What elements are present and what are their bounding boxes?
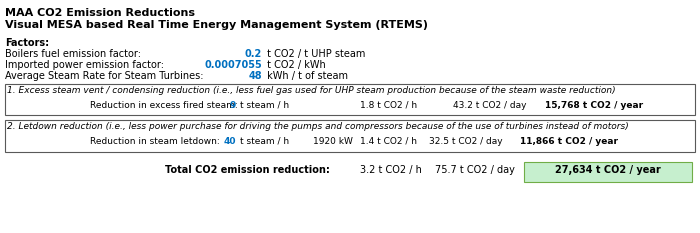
- Text: 0.2: 0.2: [245, 49, 262, 59]
- Text: 1.4 t CO2 / h: 1.4 t CO2 / h: [360, 137, 417, 146]
- Text: t steam / h: t steam / h: [240, 101, 289, 110]
- Text: 9: 9: [230, 101, 236, 110]
- Text: 27,634 t CO2 / year: 27,634 t CO2 / year: [555, 165, 661, 175]
- Text: 75.7 t CO2 / day: 75.7 t CO2 / day: [435, 165, 515, 175]
- Text: 48: 48: [248, 71, 262, 81]
- Text: 11,866 t CO2 / year: 11,866 t CO2 / year: [520, 137, 618, 146]
- Text: Factors:: Factors:: [5, 38, 49, 48]
- Text: Reduction in steam letdown:: Reduction in steam letdown:: [90, 137, 220, 146]
- Text: 1. Excess steam vent / condensing reduction (i.e., less fuel gas used for UHP st: 1. Excess steam vent / condensing reduct…: [7, 86, 615, 95]
- Text: MAA CO2 Emission Reductions: MAA CO2 Emission Reductions: [5, 8, 195, 18]
- Text: Imported power emission factor:: Imported power emission factor:: [5, 60, 164, 70]
- Text: 32.5 t CO2 / day: 32.5 t CO2 / day: [429, 137, 503, 146]
- Text: 15,768 t CO2 / year: 15,768 t CO2 / year: [545, 101, 643, 110]
- Text: t CO2 / kWh: t CO2 / kWh: [264, 60, 326, 70]
- Text: Reduction in excess fired steam:: Reduction in excess fired steam:: [90, 101, 238, 110]
- Text: Visual MESA based Real Time Energy Management System (RTEMS): Visual MESA based Real Time Energy Manag…: [5, 20, 428, 30]
- Text: t steam / h: t steam / h: [240, 137, 289, 146]
- Text: 40: 40: [223, 137, 236, 146]
- Text: Total CO2 emission reduction:: Total CO2 emission reduction:: [165, 165, 330, 175]
- Text: Average Steam Rate for Steam Turbines:: Average Steam Rate for Steam Turbines:: [5, 71, 204, 81]
- Text: Boilers fuel emission factor:: Boilers fuel emission factor:: [5, 49, 141, 59]
- Text: 1.8 t CO2 / h: 1.8 t CO2 / h: [360, 101, 417, 110]
- Text: t CO2 / t UHP steam: t CO2 / t UHP steam: [264, 49, 365, 59]
- Text: 0.0007055: 0.0007055: [204, 60, 262, 70]
- Text: 3.2 t CO2 / h: 3.2 t CO2 / h: [360, 165, 422, 175]
- Text: 1920 kW: 1920 kW: [313, 137, 353, 146]
- Text: 2. Letdown reduction (i.e., less power purchase for driving the pumps and compre: 2. Letdown reduction (i.e., less power p…: [7, 122, 629, 131]
- Text: kWh / t of steam: kWh / t of steam: [264, 71, 348, 81]
- Text: 43.2 t CO2 / day: 43.2 t CO2 / day: [453, 101, 526, 110]
